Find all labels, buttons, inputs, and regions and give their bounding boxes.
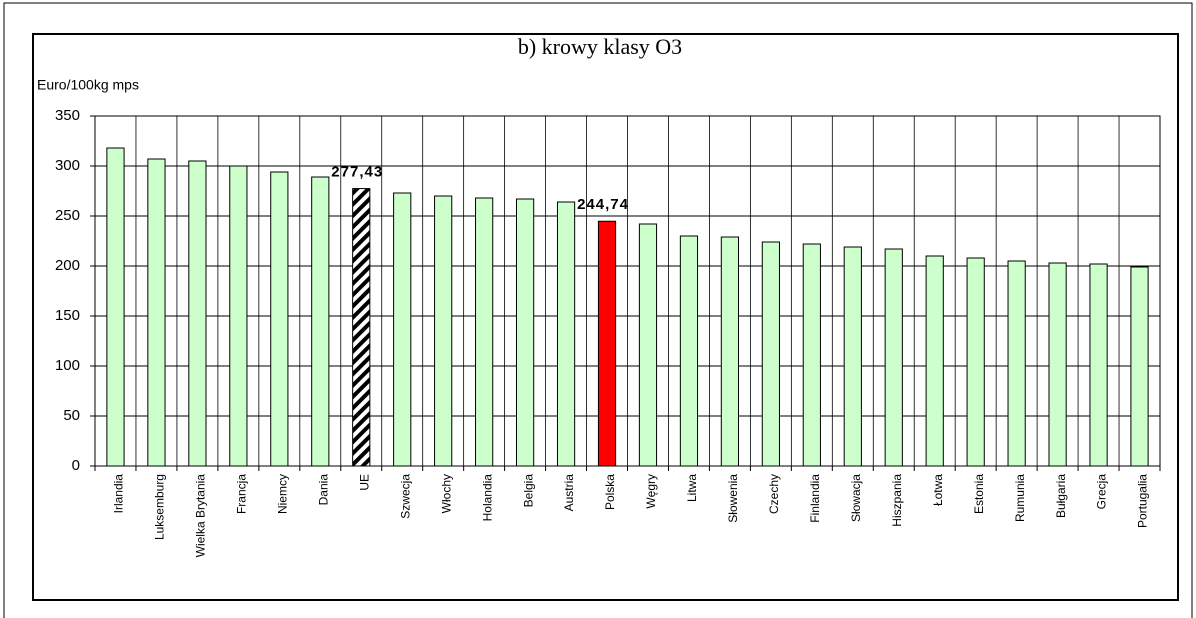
chart-title: b) krowy klasy O3 — [518, 34, 682, 59]
plot-border — [94, 115, 1161, 467]
x-tick-label: Czechy — [767, 474, 781, 514]
bar — [638, 223, 658, 467]
bar — [270, 171, 289, 467]
bar — [106, 147, 125, 467]
bar — [229, 165, 248, 467]
y-tick-label: 0 — [72, 457, 80, 474]
bar — [393, 192, 412, 467]
x-tick-label: Węgry — [644, 474, 658, 509]
bar — [843, 246, 862, 467]
x-tick-label: Dania — [316, 474, 330, 506]
y-axis-label: Euro/100kg mps — [37, 77, 139, 93]
x-tick-label: Słowenia — [726, 474, 740, 523]
x-tick-label: UE — [357, 474, 371, 491]
x-tick-label: Holandia — [480, 474, 494, 522]
x-tick-label: Łotwa — [931, 474, 945, 506]
data-label: 244,74 — [577, 196, 629, 213]
bar — [597, 220, 617, 467]
bar — [475, 197, 494, 467]
x-tick-label: Słowacja — [849, 474, 863, 522]
bar — [188, 160, 207, 467]
bar — [1130, 266, 1149, 467]
x-tick-label: Austria — [562, 474, 576, 512]
y-tick-label: 50 — [63, 407, 80, 424]
bar — [1089, 263, 1108, 467]
bar — [966, 257, 985, 467]
x-tick-label: Włochy — [439, 474, 453, 513]
bar — [352, 188, 371, 467]
bar — [925, 255, 944, 467]
bar — [1048, 262, 1067, 467]
bar — [679, 235, 699, 467]
x-tick-label: Wielka Brytania — [194, 474, 208, 558]
x-tick-label: Belgia — [521, 474, 535, 508]
y-tick-label: 100 — [55, 357, 80, 374]
bar — [884, 248, 903, 467]
bar — [515, 198, 535, 467]
x-tick-label: Luksemburg — [153, 474, 167, 540]
x-tick-label: Francja — [235, 474, 249, 514]
x-tick-label: Polska — [603, 474, 617, 510]
outer-frame — [3, 2, 1193, 618]
bar — [802, 243, 821, 467]
y-tick-label: 300 — [55, 157, 80, 174]
x-tick-label: Finlandia — [808, 474, 822, 523]
bar — [311, 176, 330, 467]
bar — [434, 195, 453, 467]
y-tick-label: 350 — [55, 107, 80, 124]
data-label: 277,43 — [331, 164, 383, 181]
bar — [761, 241, 780, 467]
bar — [720, 236, 740, 467]
y-tick-label: 250 — [55, 207, 80, 224]
y-tick-label: 200 — [55, 257, 80, 274]
y-tick-label: 150 — [55, 307, 80, 324]
x-tick-label: Bułgaria — [1054, 474, 1068, 518]
x-tick-label: Portugalia — [1136, 474, 1150, 528]
x-tick-label: Szwecja — [398, 474, 412, 519]
x-tick-label: Rumunia — [1013, 474, 1027, 522]
x-tick-label: Grecja — [1095, 474, 1109, 510]
x-tick-label: Estonia — [972, 474, 986, 514]
bar — [147, 158, 166, 467]
x-tick-label: Hiszpania — [890, 474, 904, 527]
x-tick-label: Litwa — [685, 474, 699, 502]
x-tick-label: Irlandia — [112, 474, 126, 514]
x-tick-label: Niemcy — [275, 474, 289, 514]
bar — [1007, 260, 1026, 467]
bar — [556, 201, 576, 467]
